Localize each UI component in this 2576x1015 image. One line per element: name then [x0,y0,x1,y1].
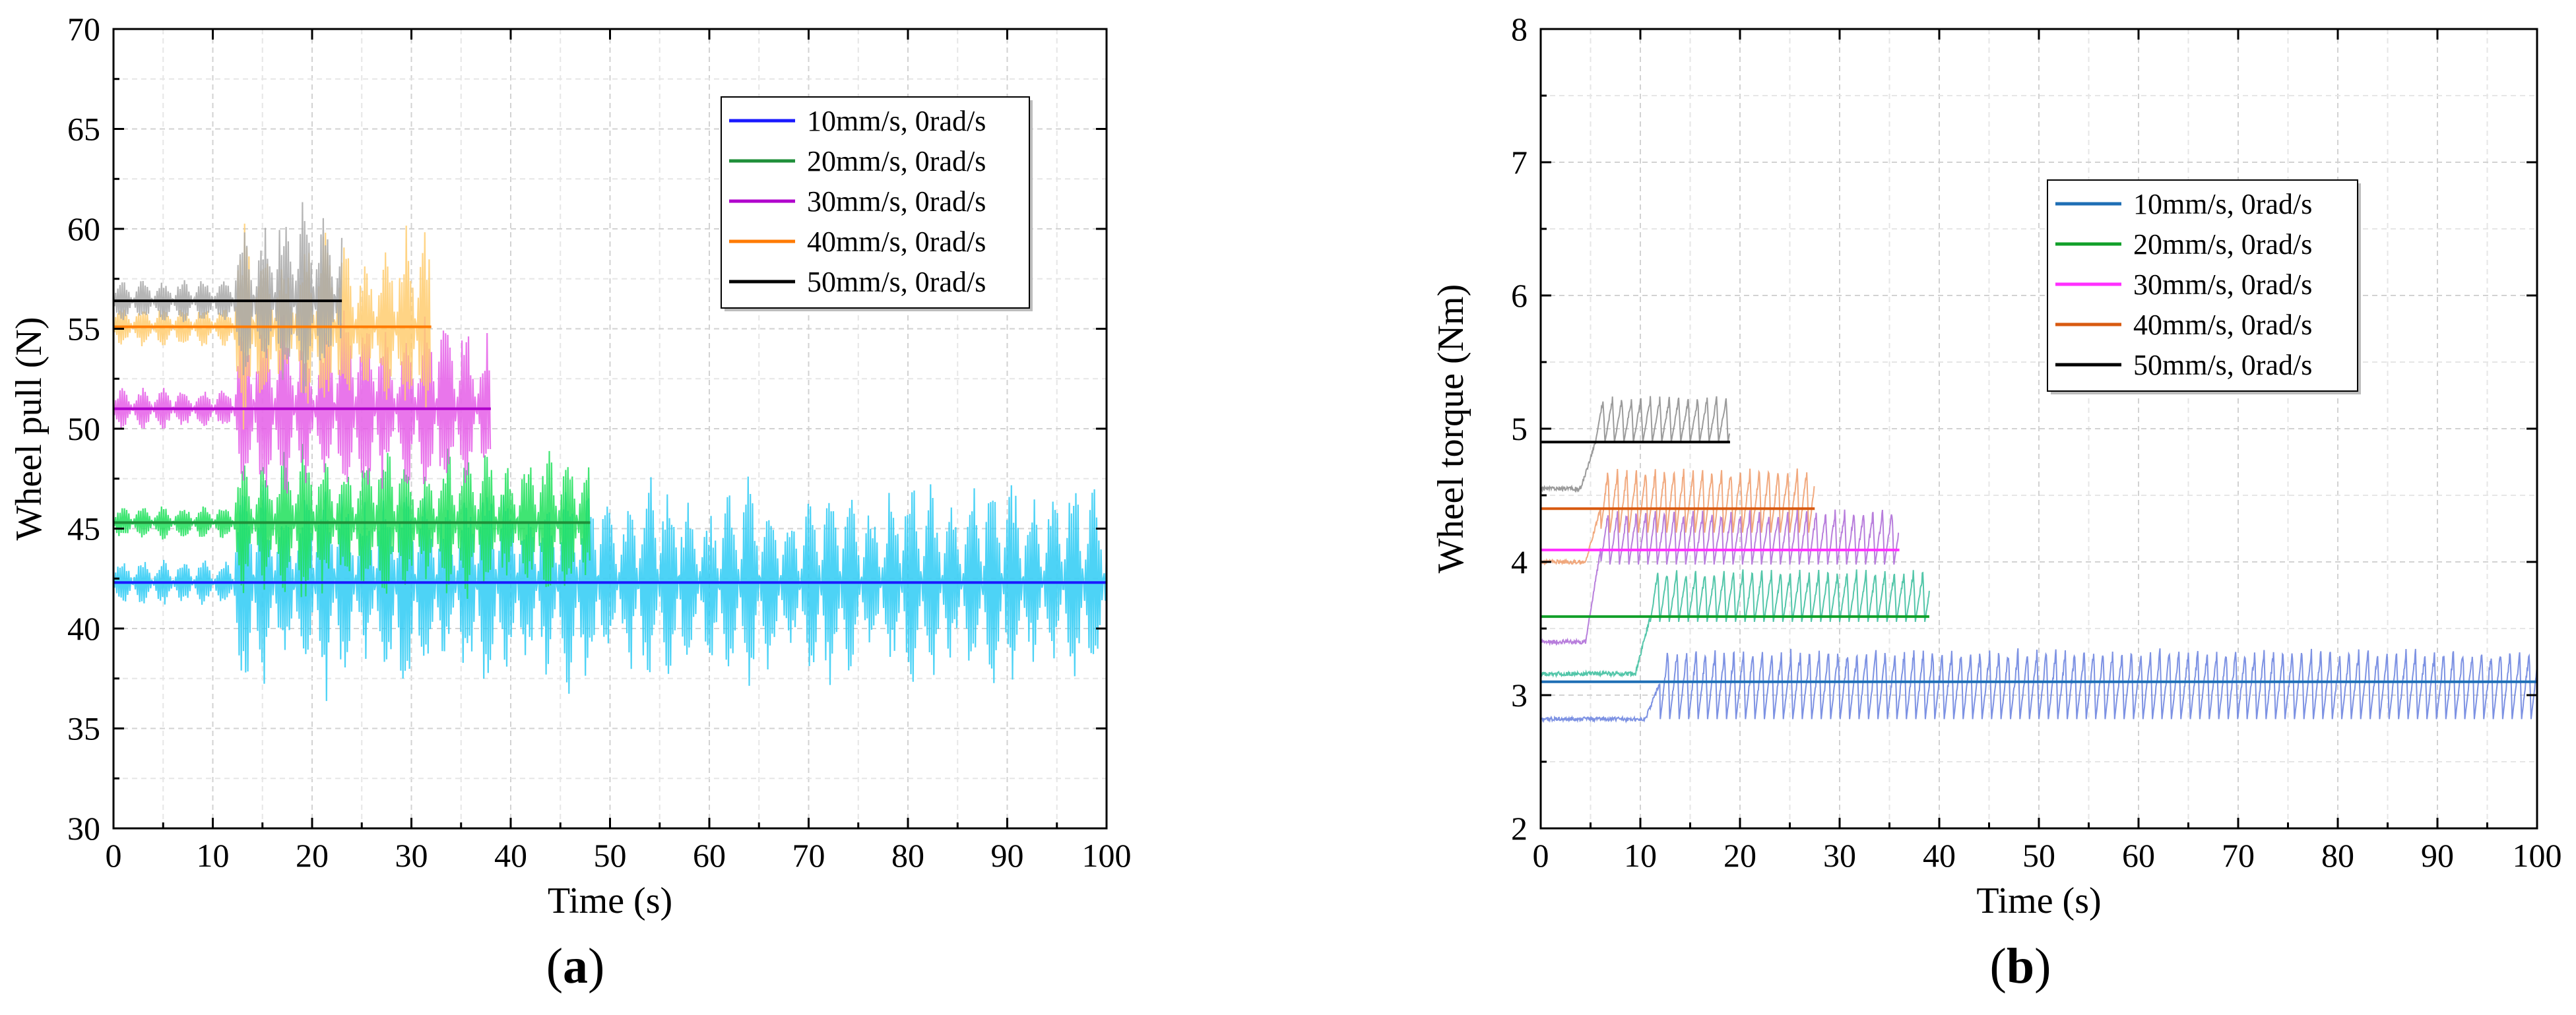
x-tick-label: 100 [1082,837,1132,874]
x-axis: 0 10 20 30 40 50 60 70 80 90 100 [1533,29,2562,874]
y-tick-label: 30 [67,810,100,847]
x-tick-label: 70 [792,837,825,874]
wheel-pull-chart: 0 10 20 30 40 50 60 70 80 90 100 30 35 40 45 50 55 60 65 70… [9,11,1132,994]
x-tick-label: 10 [1624,837,1657,874]
x-tick-label: 60 [2122,837,2155,874]
legend-label: 40mm/s, 0rad/s [807,226,986,258]
legend-label: 20mm/s, 0rad/s [807,145,986,177]
x-tick-label: 40 [1923,837,1956,874]
panel-label-char: ) [588,938,604,994]
y-axis: 30 35 40 45 50 55 60 65 70 [67,11,1107,847]
x-tick-label: 30 [1823,837,1856,874]
y-tick-label: 3 [1511,677,1528,714]
legend-label: 30mm/s, 0rad/s [2133,268,2312,301]
grid [113,28,1107,829]
y-tick-label: 6 [1511,277,1528,314]
data-layer [113,202,1107,701]
data-layer [1541,396,2537,724]
y-tick-label: 2 [1511,810,1528,847]
y-axis-label: Wheel torque (Nm) [1431,284,1471,573]
chart-panel-a: 0 10 20 30 40 50 60 70 80 90 100 30 35 40 45 50 55 60 65 70… [9,11,1132,994]
x-tick-label: 20 [296,837,329,874]
x-tick-label: 50 [594,837,627,874]
y-tick-label: 35 [67,710,100,747]
legend-label: 10mm/s, 0rad/s [807,105,986,137]
legend: 10mm/s, 0rad/s 20mm/s, 0rad/s 30mm/s, 0rad… [2047,179,2361,394]
x-tick-label: 80 [891,837,924,874]
x-tick-label: 10 [197,837,230,874]
y-tick-label: 5 [1511,410,1528,447]
panel-label-char: ( [546,938,563,994]
panel-label-char: ) [2034,938,2051,994]
panel-label-char: a [563,938,588,994]
x-tick-label: 70 [2222,837,2255,874]
wheel-torque-chart: 0 10 20 30 40 50 60 70 80 90 100 2 3 4 5 6 7 8 Time (s) Whe… [1431,11,2562,994]
x-tick-label: 90 [2421,837,2454,874]
y-tick-label: 8 [1511,11,1528,47]
y-tick-label: 45 [67,510,100,547]
y-tick-label: 50 [67,410,100,447]
x-axis-label: Time (s) [548,880,672,921]
x-tick-label: 60 [693,837,726,874]
y-tick-label: 40 [67,610,100,647]
x-tick-label: 30 [395,837,428,874]
x-axis: 0 10 20 30 40 50 60 70 80 90 100 [106,29,1132,874]
y-tick-label: 55 [67,311,100,348]
panel-label: (b) [1990,938,2051,994]
y-tick-label: 7 [1511,144,1528,181]
x-tick-label: 100 [2513,837,2562,874]
signal-trace [1541,468,1815,566]
y-axis: 2 3 4 5 6 7 8 [1511,11,2537,847]
x-axis-label: Time (s) [1976,880,2101,921]
signal-trace [1541,396,1731,493]
legend: 10mm/s, 0rad/s 20mm/s, 0rad/s 30mm/s, 0rad… [721,96,1033,311]
x-tick-label: 20 [1723,837,1756,874]
x-tick-label: 90 [991,837,1024,874]
panel-label-char: b [2007,938,2034,994]
legend-label: 20mm/s, 0rad/s [2133,228,2312,261]
signal-trace [1541,569,1930,679]
y-axis-label: Wheel pull (N) [9,317,49,541]
signal-trace [1541,648,2537,724]
legend-label: 40mm/s, 0rad/s [2133,309,2312,341]
x-tick-label: 40 [494,837,527,874]
y-tick-label: 65 [67,111,100,148]
legend-label: 10mm/s, 0rad/s [2133,188,2312,220]
x-tick-label: 50 [2022,837,2055,874]
panel-label-char: ( [1990,938,2007,994]
panel-label: (a) [546,938,605,994]
chart-panel-b: 0 10 20 30 40 50 60 70 80 90 100 2 3 4 5 6 7 8 Time (s) Whe… [1288,0,2576,1015]
y-tick-label: 60 [67,210,100,247]
x-tick-label: 80 [2321,837,2354,874]
legend-label: 30mm/s, 0rad/s [807,185,986,218]
legend-label: 50mm/s, 0rad/s [807,266,986,298]
x-tick-label: 0 [1533,837,1549,874]
x-tick-label: 0 [106,837,122,874]
y-tick-label: 4 [1511,543,1528,580]
legend-label: 50mm/s, 0rad/s [2133,349,2312,381]
y-tick-label: 70 [67,11,100,47]
